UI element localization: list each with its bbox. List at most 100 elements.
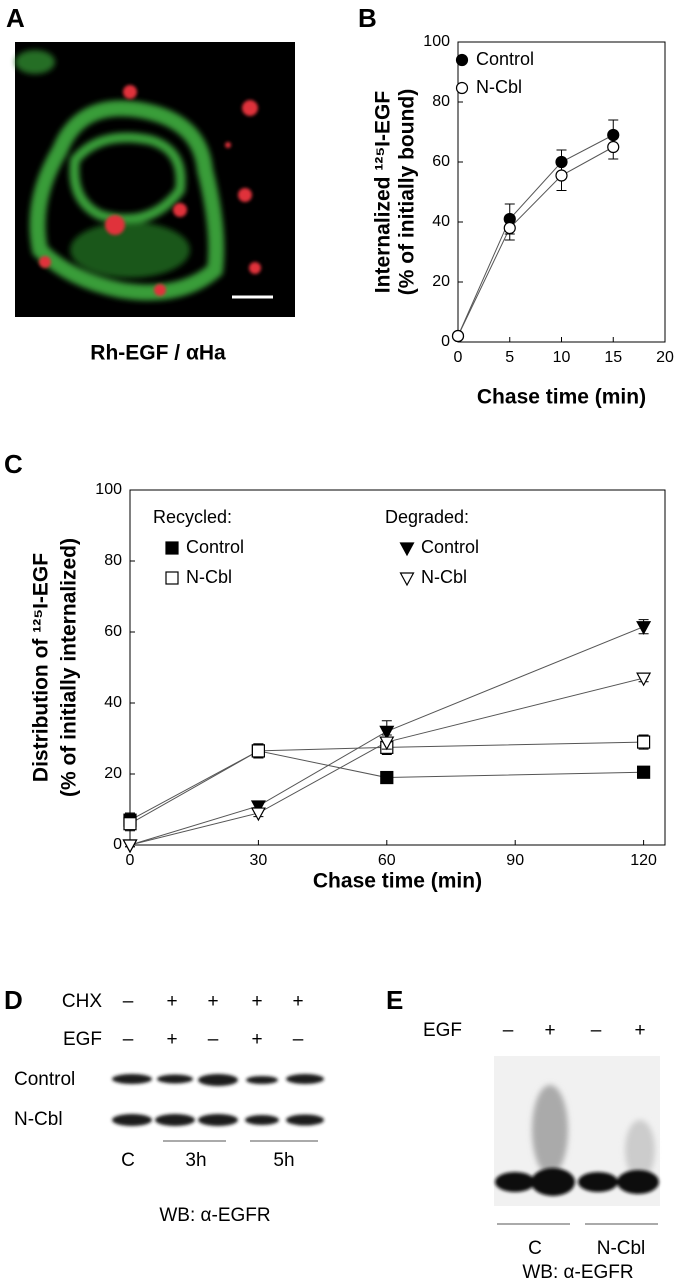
micrograph: [15, 42, 295, 317]
row-label: CHX: [62, 991, 102, 1012]
legend-label: N-Cbl: [186, 567, 232, 587]
y-tick-label: 20: [432, 273, 450, 290]
y-axis-label: (% of initially internalized): [58, 538, 81, 797]
x-tick-label: 5: [505, 349, 514, 366]
marker: [250, 807, 266, 822]
y-tick-label: 0: [441, 333, 450, 350]
y-tick-label: 100: [95, 481, 122, 498]
panel-label: E: [386, 985, 403, 1015]
caption: Rh-EGF / αHa: [90, 342, 226, 365]
y-tick-label: 100: [423, 33, 450, 50]
blot-label: Control: [14, 1069, 75, 1090]
y-tick-label: 80: [432, 93, 450, 110]
legend-marker: [165, 571, 179, 585]
x-tick-label: 60: [378, 852, 396, 869]
sign: –: [293, 1029, 304, 1050]
marker: [123, 817, 137, 831]
panel-label: B: [358, 3, 377, 33]
lane-group: 3h: [185, 1150, 206, 1171]
x-tick-label: 0: [126, 852, 135, 869]
sign: +: [166, 1029, 177, 1050]
series-line: [457, 134, 614, 337]
marker: [607, 140, 620, 154]
lane-group: C: [528, 1238, 542, 1259]
x-tick-label: 120: [630, 852, 657, 869]
sign: +: [292, 991, 303, 1012]
y-tick-label: 40: [104, 694, 122, 711]
x-tick-label: 15: [604, 349, 622, 366]
sign: –: [503, 1020, 514, 1041]
caption: WB: α-EGFR: [159, 1205, 270, 1226]
sign: +: [634, 1020, 645, 1041]
sign: +: [544, 1020, 555, 1041]
legend-marker: [455, 53, 469, 67]
series-line: [129, 741, 644, 825]
caption: WB: α-EGFR: [522, 1262, 633, 1280]
legend-marker: [165, 541, 179, 555]
panel-label: A: [6, 3, 25, 33]
lane-group: N-Cbl: [597, 1238, 646, 1259]
panel-label: D: [4, 985, 23, 1015]
legend-label: Control: [186, 537, 244, 557]
marker: [251, 744, 265, 758]
marker: [636, 621, 652, 635]
x-axis-label: Chase time (min): [313, 870, 482, 893]
legend-label: Control: [476, 49, 534, 69]
x-tick-label: 30: [250, 852, 268, 869]
legend-marker: [399, 572, 415, 587]
series-line: [129, 750, 644, 821]
marker: [250, 800, 266, 815]
lane-group: C: [121, 1150, 135, 1171]
y-tick-label: 40: [432, 213, 450, 230]
marker: [379, 725, 395, 740]
sign: +: [251, 991, 262, 1012]
legend-marker: [455, 81, 469, 95]
marker: [380, 770, 394, 785]
sign: –: [591, 1020, 602, 1041]
legend-label: N-Cbl: [476, 77, 522, 97]
y-axis-label: (% of initially bound): [396, 89, 419, 295]
marker: [636, 672, 652, 687]
x-tick-label: 0: [454, 349, 463, 366]
legend-marker: [399, 542, 415, 557]
blot-d: [112, 1067, 324, 1142]
sign: –: [123, 1029, 134, 1050]
legend-group: Recycled:: [153, 507, 232, 527]
y-tick-label: 20: [104, 765, 122, 782]
series-line: [129, 677, 644, 846]
x-axis-label: Chase time (min): [477, 386, 646, 409]
row-label: EGF: [423, 1020, 462, 1041]
series-line: [129, 626, 644, 846]
legend-group: Degraded:: [385, 507, 469, 527]
marker: [451, 329, 465, 343]
y-tick-label: 60: [104, 623, 122, 640]
sign: –: [123, 991, 134, 1012]
marker: [636, 735, 651, 749]
sign: –: [208, 1029, 219, 1050]
y-axis-label: Distribution of ¹²⁵I-EGF: [30, 553, 53, 782]
marker: [379, 736, 395, 751]
marker: [636, 765, 651, 779]
y-tick-label: 60: [432, 153, 450, 170]
legend-label: Control: [421, 537, 479, 557]
panel-label: C: [4, 449, 23, 479]
marker: [503, 221, 516, 235]
x-tick-label: 10: [553, 349, 571, 366]
sign: +: [207, 991, 218, 1012]
legend-label: N-Cbl: [421, 567, 467, 587]
blot-label: N-Cbl: [14, 1109, 63, 1130]
x-tick-label: 90: [506, 852, 524, 869]
series-line: [457, 146, 614, 337]
y-tick-label: 0: [113, 836, 122, 853]
sign: +: [251, 1029, 262, 1050]
lane-group: 5h: [273, 1150, 294, 1171]
marker: [122, 839, 138, 854]
y-tick-label: 80: [104, 552, 122, 569]
sign: +: [166, 991, 177, 1012]
x-tick-label: 20: [656, 349, 674, 366]
row-label: EGF: [63, 1029, 102, 1050]
plot-frame: [129, 489, 666, 846]
y-axis-label: Internalized ¹²⁵I-EGF: [372, 91, 395, 294]
blot-e: [494, 1056, 660, 1225]
